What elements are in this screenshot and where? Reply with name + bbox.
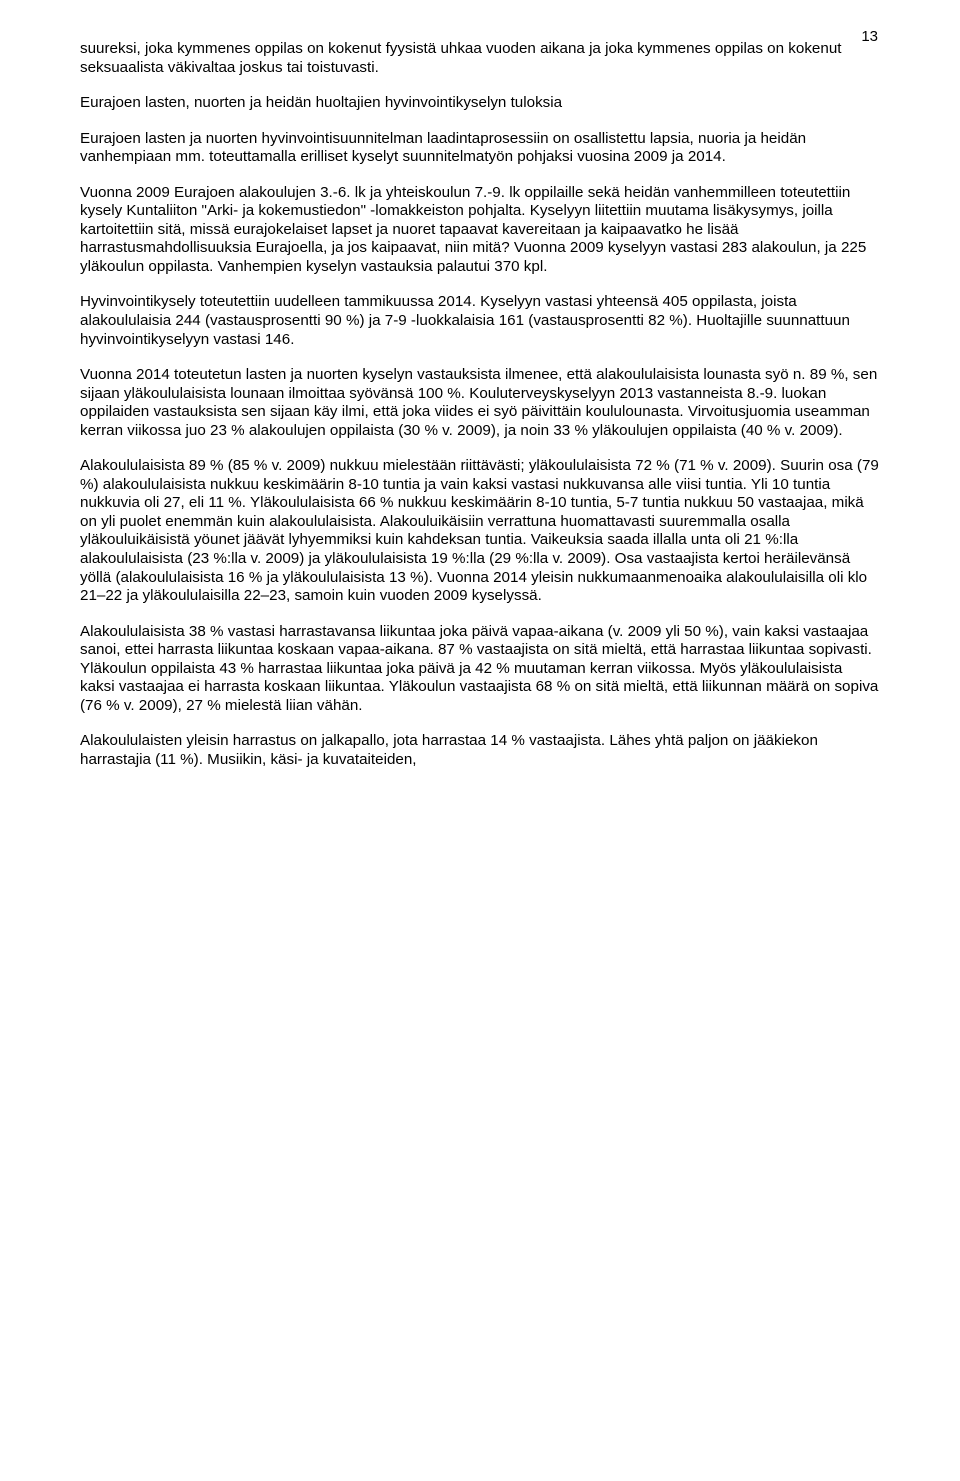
paragraph: suureksi, joka kymmenes oppilas on koken… (80, 40, 880, 77)
paragraph: Vuonna 2009 Eurajoen alakoulujen 3.-6. l… (80, 184, 880, 277)
section-title: Eurajoen lasten, nuorten ja heidän huolt… (80, 94, 880, 113)
paragraph: Vuonna 2014 toteutetun lasten ja nuorten… (80, 366, 880, 440)
paragraph: Eurajoen lasten ja nuorten hyvinvointisu… (80, 130, 880, 167)
page-number: 13 (861, 28, 878, 45)
paragraph: Alakoululaisista 89 % (85 % v. 2009) nuk… (80, 457, 880, 605)
paragraph: Alakoululaisten yleisin harrastus on jal… (80, 732, 880, 769)
paragraph: Alakoululaisista 38 % vastasi harrastava… (80, 623, 880, 716)
document-page: 13 suureksi, joka kymmenes oppilas on ko… (0, 0, 960, 1481)
paragraph: Hyvinvointikysely toteutettiin uudelleen… (80, 293, 880, 349)
